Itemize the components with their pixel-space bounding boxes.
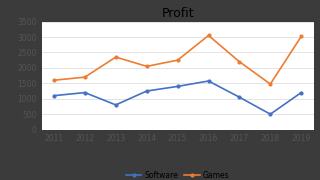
Software	[207, 80, 211, 82]
Games	[83, 76, 87, 78]
Legend: Software, Games: Software, Games	[123, 168, 232, 180]
Games	[145, 65, 148, 68]
Software	[176, 85, 180, 87]
Software	[237, 96, 241, 98]
Line: Software: Software	[52, 80, 303, 116]
Games	[176, 59, 180, 61]
Software	[83, 91, 87, 94]
Games	[52, 79, 56, 81]
Games	[299, 35, 303, 37]
Games	[268, 83, 272, 85]
Software	[299, 91, 303, 94]
Games	[114, 56, 118, 58]
Line: Games: Games	[52, 34, 303, 86]
Games	[237, 61, 241, 63]
Software	[268, 113, 272, 115]
Software	[52, 94, 56, 97]
Title: Profit: Profit	[161, 7, 194, 21]
Software	[145, 90, 148, 92]
Software	[114, 104, 118, 106]
Games	[207, 34, 211, 37]
